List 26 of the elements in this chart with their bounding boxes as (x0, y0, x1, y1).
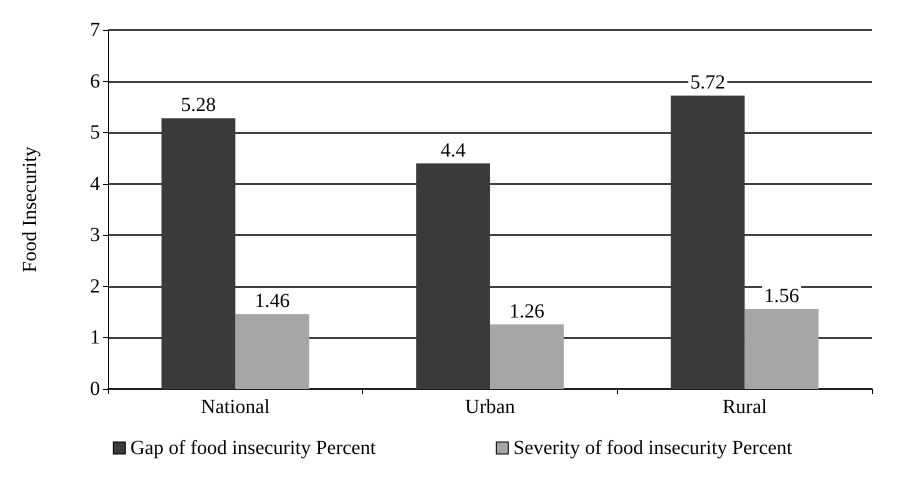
y-tick-label: 6 (90, 70, 100, 92)
data-label: 5.72 (690, 72, 726, 94)
legend-label: Gap of food insecurity Percent (130, 437, 376, 459)
data-label: 1.26 (509, 300, 544, 322)
x-tick-label: Rural (722, 396, 768, 418)
bar (490, 324, 564, 389)
y-tick-label: 7 (90, 19, 100, 41)
data-label: 5.28 (180, 94, 216, 116)
data-label: 1.56 (764, 284, 800, 307)
y-tick-label: 4 (90, 172, 100, 195)
bar (235, 314, 310, 389)
data-label: 1.46 (254, 290, 290, 312)
y-axis-title: Food Insecurity (19, 146, 41, 273)
legend-label: Severity of food insecurity Percent (513, 437, 793, 459)
x-tick-label: National (200, 396, 270, 418)
x-tick-label: Urban (465, 396, 515, 418)
y-tick-label: 0 (90, 378, 100, 400)
bar (416, 163, 490, 389)
y-tick-label: 3 (90, 224, 100, 246)
y-tick-label: 5 (90, 122, 100, 144)
data-label: 4.4 (440, 139, 466, 162)
bar (161, 118, 236, 389)
y-tick-label: 2 (90, 275, 100, 298)
bar (744, 308, 819, 389)
bar (670, 96, 745, 389)
y-tick-label: 1 (90, 326, 100, 349)
